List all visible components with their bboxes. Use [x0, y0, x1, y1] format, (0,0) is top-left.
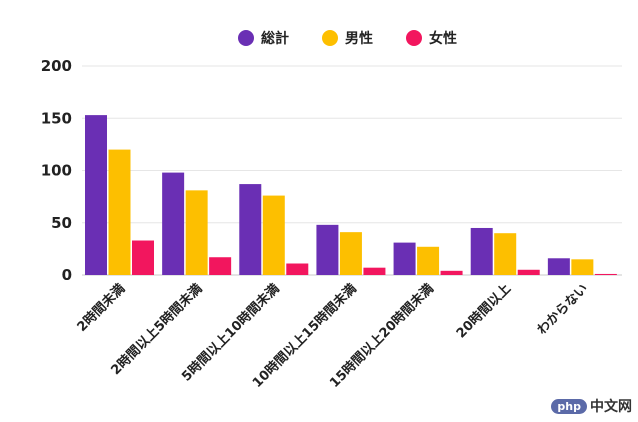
- chart-legend: 総計 男性 女性: [238, 30, 457, 47]
- x-tick-label: わからない: [535, 281, 592, 338]
- bar: [239, 184, 262, 275]
- bar: [417, 246, 440, 275]
- bar: [393, 242, 416, 275]
- bar: [108, 149, 131, 275]
- y-tick-label: 50: [51, 214, 72, 232]
- legend-swatch: [406, 30, 422, 46]
- x-axis: 2時間未満2時間以上5時間未満5時間以上10時間未満10時間以上15時間未満15…: [74, 281, 591, 391]
- legend-label: 総計: [261, 30, 289, 47]
- watermark-badge: php: [551, 398, 587, 414]
- bar: [594, 273, 617, 275]
- bar: [132, 240, 154, 275]
- bar: [571, 259, 594, 275]
- bar: [209, 257, 232, 275]
- bar: [286, 263, 309, 275]
- x-tick-label: 20時間以上: [453, 281, 514, 342]
- bar: [162, 172, 185, 275]
- bar: [339, 232, 362, 275]
- bar: [494, 233, 517, 275]
- y-tick-label: 200: [41, 57, 72, 75]
- bar: [547, 258, 570, 275]
- legend-swatch: [238, 30, 254, 46]
- watermark: php 中文网: [551, 396, 632, 416]
- bar: [185, 190, 208, 275]
- legend-label: 男性: [345, 30, 373, 47]
- y-tick-label: 150: [41, 109, 72, 127]
- y-axis: 0 50 100 150 200: [41, 57, 72, 284]
- bar: [363, 267, 386, 275]
- x-tick-label: 2時間未満: [74, 281, 128, 335]
- bar: [262, 195, 285, 275]
- bar: [440, 270, 463, 275]
- watermark-text: 中文网: [590, 399, 632, 415]
- bar: [470, 227, 493, 275]
- bar: [316, 224, 339, 275]
- y-tick-label: 100: [41, 162, 72, 180]
- y-tick-label: 0: [62, 266, 72, 284]
- bar: [85, 115, 107, 276]
- bars: [85, 115, 617, 276]
- bar: [517, 269, 540, 275]
- legend-label: 女性: [429, 30, 457, 47]
- legend-swatch: [322, 30, 338, 46]
